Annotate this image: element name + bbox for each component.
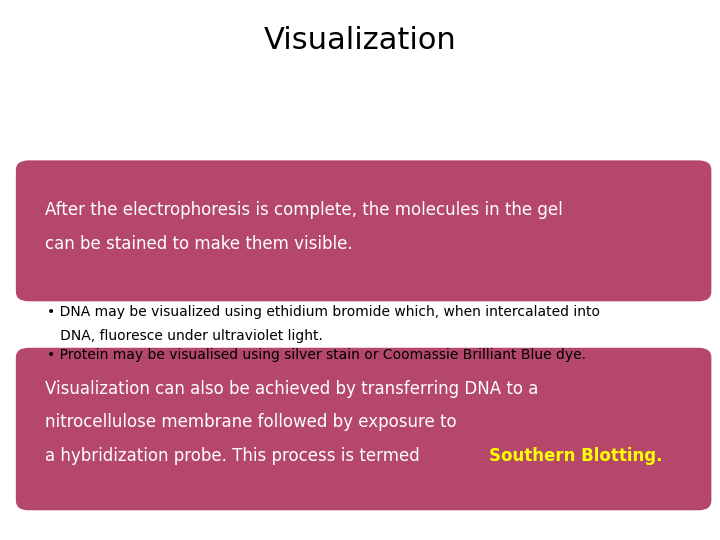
Text: After the electrophoresis is complete, the molecules in the gel: After the electrophoresis is complete, t… xyxy=(45,201,562,219)
FancyBboxPatch shape xyxy=(16,160,711,301)
Text: Visualization: Visualization xyxy=(264,26,456,55)
Text: • Protein may be visualised using silver stain or Coomassie Brilliant Blue dye.: • Protein may be visualised using silver… xyxy=(47,348,586,362)
Text: nitrocellulose membrane followed by exposure to: nitrocellulose membrane followed by expo… xyxy=(45,413,456,431)
FancyBboxPatch shape xyxy=(16,348,711,510)
Text: DNA, fluoresce under ultraviolet light.: DNA, fluoresce under ultraviolet light. xyxy=(47,329,323,343)
Text: • DNA may be visualized using ethidium bromide which, when intercalated into: • DNA may be visualized using ethidium b… xyxy=(47,305,600,319)
Text: Visualization can also be achieved by transferring DNA to a: Visualization can also be achieved by tr… xyxy=(45,380,538,398)
Text: Southern Blotting.: Southern Blotting. xyxy=(490,447,663,465)
Text: can be stained to make them visible.: can be stained to make them visible. xyxy=(45,235,352,253)
Text: a hybridization probe. This process is termed: a hybridization probe. This process is t… xyxy=(45,447,425,465)
